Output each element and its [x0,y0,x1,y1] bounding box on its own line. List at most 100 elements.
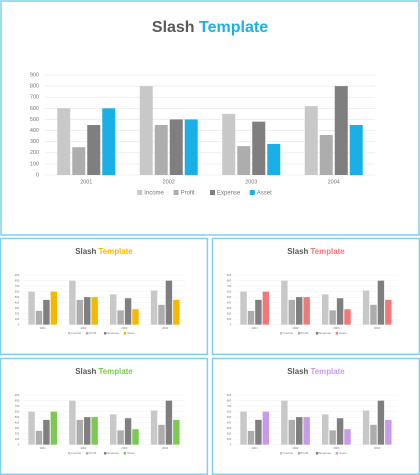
bar [43,419,50,445]
bar [117,430,124,445]
bar [385,299,392,325]
bar [344,309,351,325]
bar [322,414,329,445]
slide-frame [211,357,420,475]
y-tick-label: 0 [36,172,39,178]
bar [322,294,329,325]
bar [43,299,50,325]
bar [281,400,288,445]
legend-swatch [123,332,127,335]
slide-title: Slash Template [75,247,133,256]
y-tick-label: 700 [30,95,39,101]
x-tick-label: 2004 [162,326,169,330]
x-tick-label: 2004 [374,326,381,330]
bar [139,86,153,175]
y-tick-label: 900 [30,72,39,78]
x-tick-label: 2002 [293,446,300,450]
title-main: Slash [152,19,195,36]
bar [87,125,101,175]
title-main: Slash [287,367,308,376]
y-tick-label: 700 [227,284,232,288]
bar [377,280,385,325]
bar [255,419,262,445]
bar [154,125,168,175]
y-tick-label: 600 [227,409,232,413]
y-tick-label: 500 [227,295,232,299]
bar [150,410,158,445]
legend-swatch [67,452,71,455]
bar [184,119,198,175]
legend-swatch [85,452,89,455]
y-tick-label: 400 [30,128,39,134]
y-tick-label: 0 [18,442,20,446]
bar [296,417,303,445]
y-tick-label: 200 [15,311,20,315]
y-tick-label: 800 [30,84,39,90]
bar [173,299,180,325]
bar [349,125,363,175]
x-tick-label: 2003 [245,179,257,185]
x-tick-label: 2004 [162,446,169,450]
bar [132,309,139,325]
legend-swatch [335,452,339,455]
y-tick-label: 0 [18,322,20,326]
bar [132,429,139,445]
y-tick-label: 100 [227,437,232,441]
bar [69,280,76,325]
slide-title: Slash Template [152,19,268,36]
slide-title: Slash Template [287,247,345,256]
y-tick-label: 500 [227,415,232,419]
bar [262,411,270,445]
bar [344,429,351,445]
y-tick-label: 900 [227,273,232,277]
legend-label: Profit [301,331,308,335]
legend-swatch [210,190,215,195]
bar [247,430,255,445]
y-tick-label: 100 [227,317,232,321]
y-tick-label: 100 [15,437,20,441]
legend-swatch [123,452,127,455]
bar [329,310,336,325]
x-tick-label: 2003 [121,446,128,450]
y-tick-label: 700 [15,404,20,408]
bar [237,146,251,175]
bar [304,106,318,175]
legend-swatch [173,190,179,195]
legend-label: Expense [217,190,241,196]
y-tick-label: 900 [227,393,232,397]
legend-label: Asset [339,451,347,455]
legend-swatch [137,190,143,195]
legend-label: Expense [107,331,119,335]
x-tick-label: 2002 [163,179,175,185]
y-tick-label: 400 [15,420,20,424]
y-tick-label: 900 [15,273,20,277]
bar [110,414,117,445]
bar [247,310,255,325]
x-tick-label: 2001 [252,326,259,330]
title-main: Slash [75,247,96,256]
title-main: Slash [287,247,308,256]
bar [288,419,296,445]
x-tick-label: 2001 [252,446,259,450]
slide: Slash Template 0 100 200 300 400 500 600 700 800 9… [0,0,420,236]
bar [385,419,392,445]
y-tick-label: 500 [30,117,39,123]
legend-swatch [103,332,107,335]
title-accent: Template [199,19,268,36]
bar [296,297,303,325]
bar [84,417,91,445]
y-tick-label: 200 [30,150,39,156]
legend-label: Profit [181,190,195,196]
legend-swatch [297,332,301,335]
bar [281,280,288,325]
bar [72,147,86,175]
y-tick-label: 0 [230,322,232,326]
bar [165,280,173,325]
bar [124,418,132,445]
bar [110,294,117,325]
bar [57,108,71,175]
bar [240,411,247,445]
legend-label: Asset [339,331,347,335]
x-tick-label: 2002 [293,326,300,330]
y-tick-label: 700 [15,284,20,288]
